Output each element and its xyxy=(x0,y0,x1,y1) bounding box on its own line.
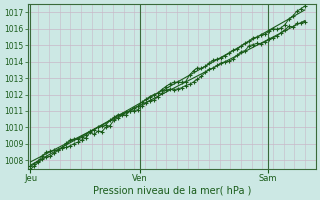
X-axis label: Pression niveau de la mer( hPa ): Pression niveau de la mer( hPa ) xyxy=(92,186,251,196)
